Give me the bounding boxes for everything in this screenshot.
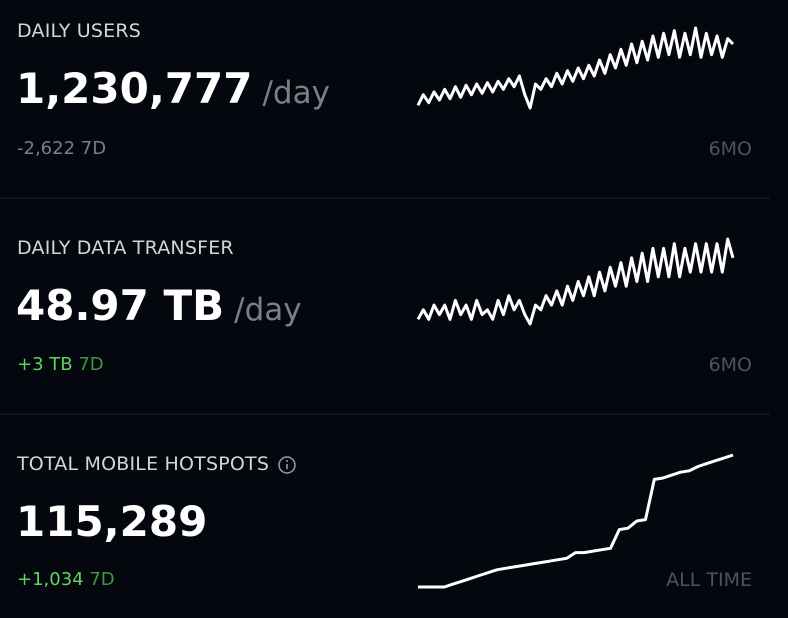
card-title: DAILY DATA TRANSFER	[17, 237, 234, 259]
title-text: TOTAL MOBILE HOTSPOTS	[17, 453, 270, 475]
stat-card: DAILY DATA TRANSFER 48.97 TB/day +3 TB 7…	[0, 199, 770, 415]
value-unit: /day	[262, 75, 330, 111]
range-label: 6MO	[708, 354, 752, 376]
sparkline-chart	[418, 453, 734, 589]
card-value: 48.97 TB/day	[16, 281, 302, 330]
change-amount: -2,622	[17, 138, 76, 159]
sparkline	[416, 26, 735, 110]
card-title: DAILY USERS	[17, 20, 142, 42]
stat-card: DAILY USERS 1,230,777/day -2,622 7D 6MO	[0, 0, 770, 199]
change: -2,622 7D	[17, 138, 106, 159]
card-value: 1,230,777/day	[16, 64, 330, 113]
stat-card: TOTAL MOBILE HOTSPOTS 115,289 +1,034 7D …	[0, 415, 770, 618]
card-value: 115,289	[16, 497, 207, 546]
value-number: 115,289	[16, 497, 208, 546]
change-period: 7D	[80, 138, 107, 159]
value-unit: /day	[234, 292, 302, 328]
sparkline	[416, 237, 735, 326]
sparkline-chart	[416, 26, 735, 110]
change-period: 7D	[78, 354, 104, 375]
value-number: 1,230,777	[16, 64, 253, 113]
change-amount: +1,034	[17, 569, 84, 590]
value-number: 48.97 TB	[16, 281, 225, 330]
sparkline-chart	[416, 237, 735, 326]
change-amount: +3 TB	[17, 354, 73, 375]
card-title: TOTAL MOBILE HOTSPOTS	[17, 453, 297, 475]
range-label: ALL TIME	[666, 569, 752, 591]
change: +3 TB 7D	[17, 354, 104, 375]
range-label: 6MO	[708, 138, 752, 160]
change: +1,034 7D	[17, 569, 115, 590]
change-period: 7D	[89, 569, 115, 590]
info-icon[interactable]	[277, 455, 297, 475]
sparkline	[418, 453, 734, 589]
